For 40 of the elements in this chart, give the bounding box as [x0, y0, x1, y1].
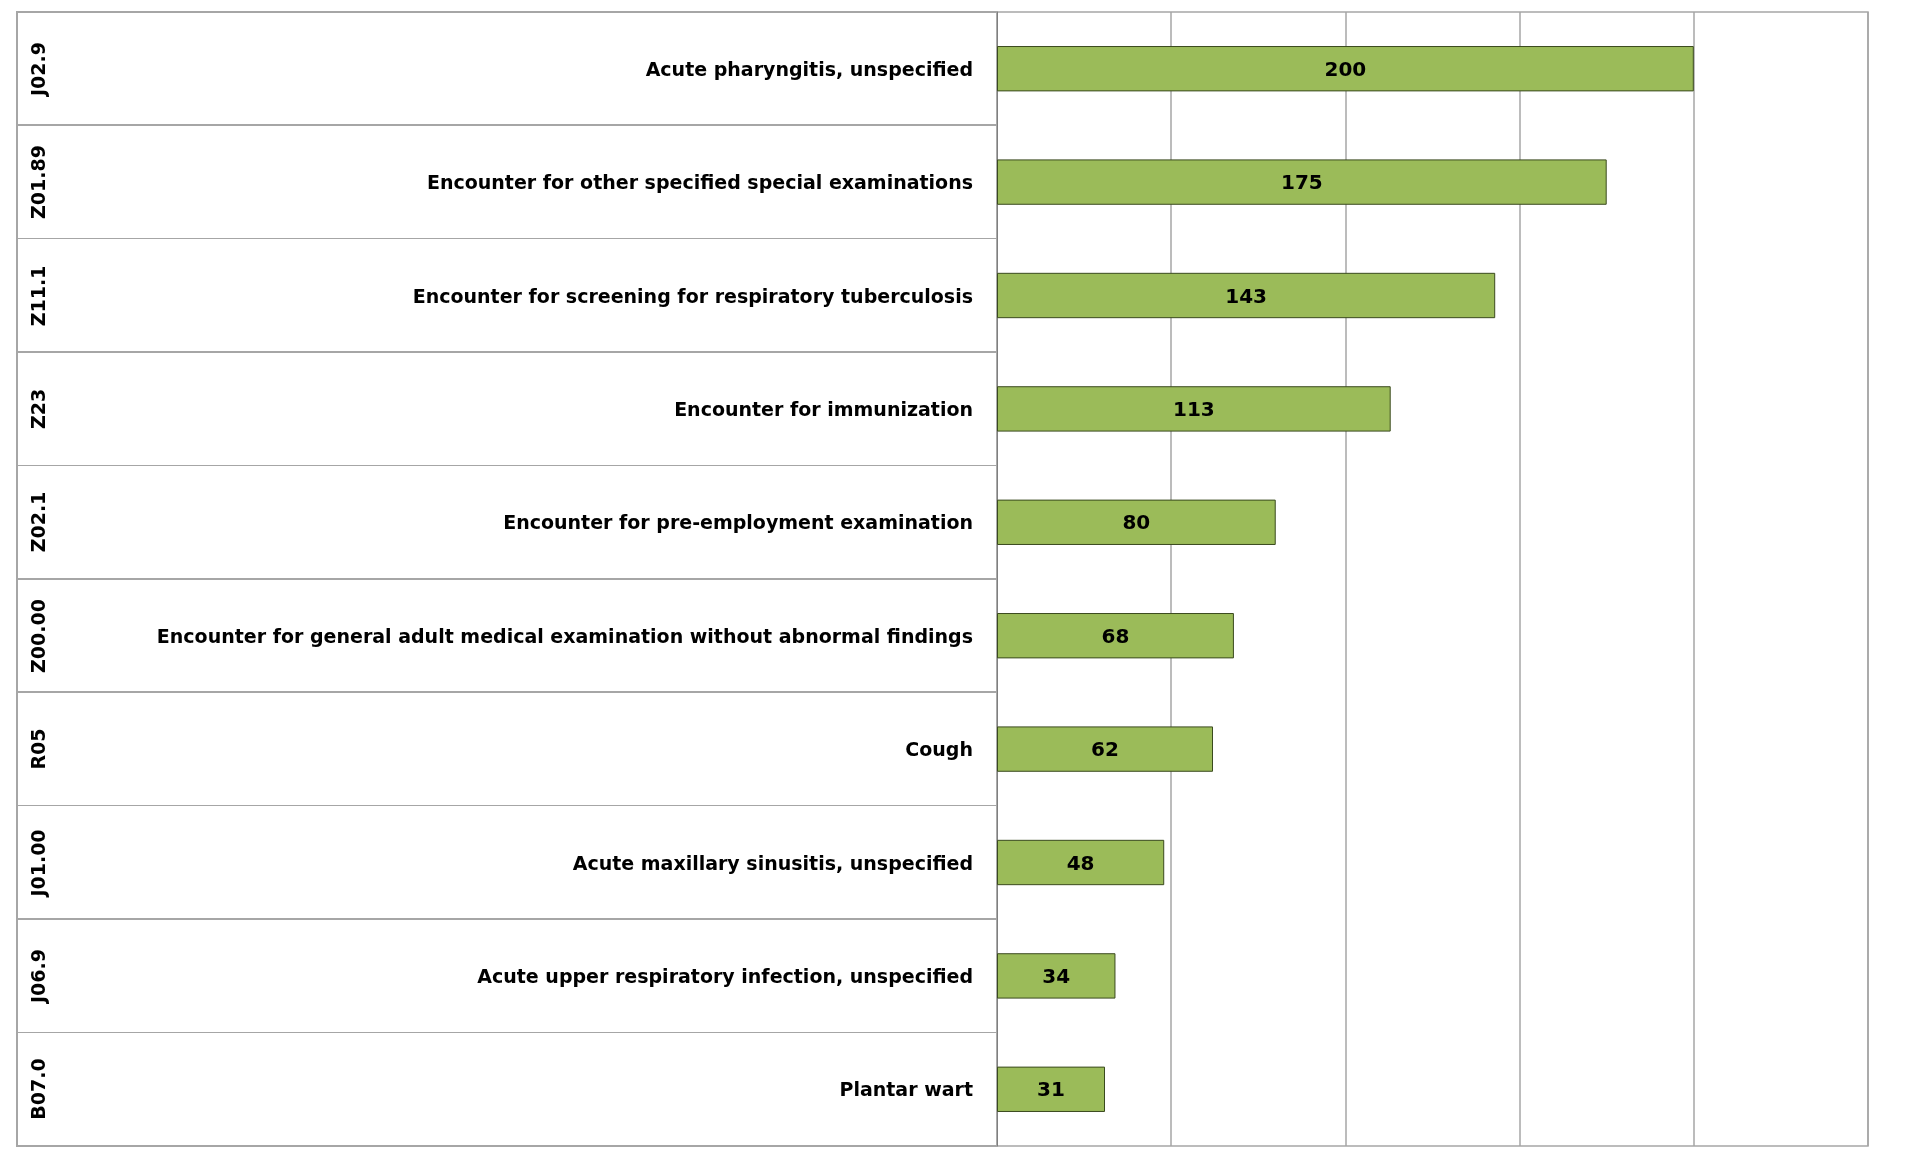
y-tick-label: Plantar wart [839, 1078, 973, 1101]
y-tick-label: Encounter for other specified special examinations [426, 171, 973, 194]
bar [997, 386, 1391, 432]
bar [997, 726, 1214, 772]
text: R05 [27, 728, 49, 770]
text: Z23 [27, 388, 49, 429]
bar [997, 499, 1276, 545]
bar [997, 839, 1165, 886]
data-label: 31 [1037, 1077, 1065, 1102]
text: J01.00 [27, 828, 49, 897]
y-tick-label: Encounter for screening for respiratory tuberculosis [412, 284, 973, 307]
data-label: 62 [1091, 737, 1119, 762]
bar [997, 613, 1234, 659]
text: Z01.89 [27, 145, 49, 220]
text: B07.0 [27, 1058, 49, 1120]
bar [997, 1066, 1105, 1112]
bar [997, 159, 1607, 205]
bar [997, 953, 1116, 999]
text: Z02.1 [27, 491, 49, 553]
y-tick-label: Encounter for immunization [674, 397, 973, 420]
text: Z11.1 [27, 265, 49, 326]
bar [997, 46, 1694, 92]
data-label: 34 [1042, 963, 1071, 988]
data-label: 175 [1280, 170, 1323, 195]
y-tick-label: Acute maxillary sinusitis, unspecified [572, 851, 973, 874]
y-tick-label: Encounter for pre-employment examination [503, 511, 973, 534]
data-label: 80 [1122, 510, 1151, 535]
y-tick-label: Encounter for general adult medical examination without abnormal findings [156, 624, 973, 647]
text: Z00.00 [27, 598, 49, 673]
data-label: 143 [1225, 283, 1267, 308]
data-label: 113 [1172, 396, 1215, 421]
y-tick-label: Acute upper respiratory infection, unspecified [477, 964, 973, 987]
text: J06.9 [27, 948, 49, 1003]
data-label: 200 [1324, 56, 1367, 81]
text: J02.9 [27, 41, 49, 96]
data-label: 68 [1101, 623, 1130, 648]
y-tick-label: Acute pharyngitis, unspecified [645, 57, 973, 80]
y-tick-label: Cough [905, 738, 973, 761]
data-label: 48 [1066, 850, 1095, 875]
bar [997, 272, 1496, 319]
